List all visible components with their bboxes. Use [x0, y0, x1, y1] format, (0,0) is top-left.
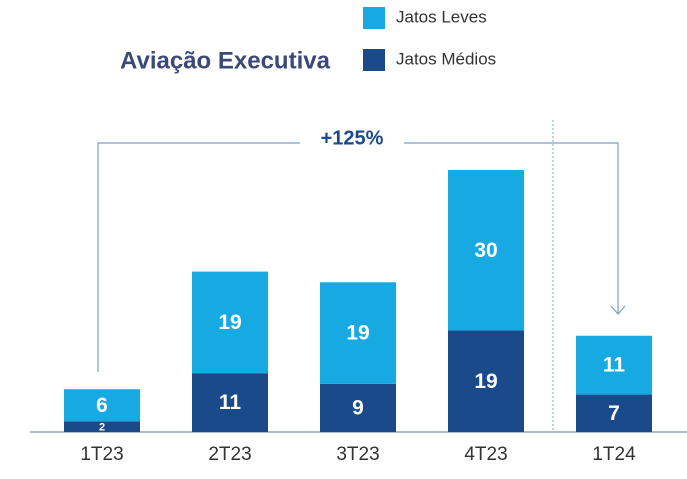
bar-segment — [64, 389, 140, 422]
legend-label: Jatos Médios — [396, 49, 496, 68]
bracket-right — [404, 142, 619, 314]
legend-swatch — [363, 7, 385, 29]
bracket-left — [97, 142, 300, 372]
bar-segment — [320, 383, 396, 432]
value-label: 7 — [608, 402, 620, 425]
bar-segment — [64, 421, 140, 432]
bar-segment — [192, 373, 268, 432]
chart-title: Aviação Executiva — [120, 47, 331, 74]
bar-segment — [576, 394, 652, 432]
value-label: 19 — [346, 322, 369, 345]
value-label: 2 — [99, 422, 105, 434]
x-tick-label: 2T23 — [208, 444, 251, 465]
value-label: 6 — [96, 394, 108, 417]
bar-segment — [448, 170, 524, 331]
value-label: 19 — [474, 370, 497, 393]
value-label: 9 — [352, 396, 364, 419]
value-label: 11 — [219, 391, 242, 414]
bar-segment — [192, 271, 268, 374]
legend-swatch — [363, 49, 385, 71]
bar-segment — [448, 330, 524, 432]
arrow-head — [610, 305, 626, 315]
bar-segment — [576, 335, 652, 395]
x-tick-label: 1T24 — [592, 444, 636, 465]
value-label: 30 — [474, 239, 497, 262]
bar-segment — [320, 282, 396, 384]
x-tick-label: 4T23 — [464, 444, 507, 465]
x-tick-label: 1T23 — [80, 444, 123, 465]
x-tick-label: 3T23 — [336, 444, 379, 465]
legend-label: Jatos Leves — [396, 7, 487, 26]
annotation: +125% — [321, 127, 384, 149]
value-label: 19 — [218, 311, 241, 334]
value-label: 11 — [603, 354, 626, 377]
